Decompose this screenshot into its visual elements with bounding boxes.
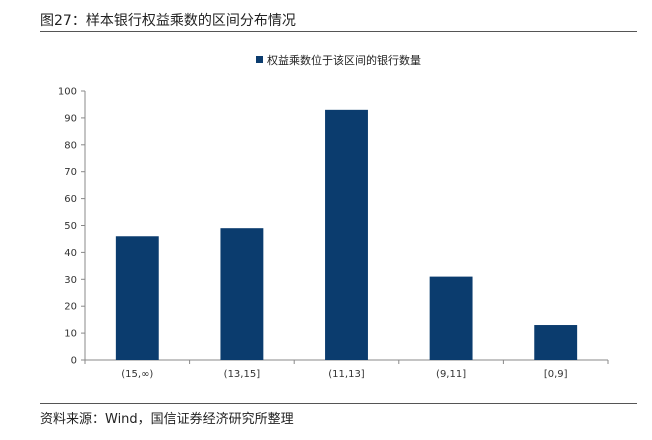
- y-tick-label: 50: [64, 221, 77, 232]
- bar-4: [534, 325, 578, 360]
- x-tick-label: (9,11]: [436, 369, 466, 380]
- y-tick-label: 30: [64, 275, 77, 286]
- top-rule: [40, 31, 637, 32]
- x-tick-label: (15,∞): [121, 369, 153, 380]
- bar-1: [220, 228, 264, 360]
- x-axis: (15,∞) (13,15] (11,13] (9,11] [0,9]: [84, 359, 609, 380]
- y-axis: 0 10 20 30 40 50 60 70 80 90 100: [58, 87, 86, 367]
- y-tick-label: 0: [71, 356, 77, 367]
- y-tick-label: 80: [64, 140, 77, 151]
- bar-3: [429, 276, 473, 360]
- bars: [115, 109, 578, 360]
- chart-legend: 权益乘数位于该区间的银行数量: [256, 53, 421, 67]
- x-tick-label: (13,15]: [224, 369, 261, 380]
- y-tick-label: 20: [64, 302, 77, 313]
- y-tick-label: 10: [64, 329, 77, 340]
- x-tick-label: [0,9]: [544, 369, 568, 380]
- bar-2: [325, 109, 368, 360]
- bottom-rule: [40, 403, 637, 404]
- legend-swatch: [256, 56, 263, 63]
- y-tick-label: 70: [64, 167, 77, 178]
- y-tick-label: 40: [64, 248, 77, 259]
- legend-label: 权益乘数位于该区间的银行数量: [267, 53, 421, 67]
- y-tick-label: 60: [64, 194, 77, 205]
- x-tick-label: (11,13]: [328, 369, 365, 380]
- y-tick-label: 90: [64, 113, 77, 124]
- bar-0: [115, 236, 159, 360]
- y-tick-label: 100: [58, 87, 77, 98]
- source-note: 资料来源：Wind，国信证券经济研究所整理: [40, 412, 294, 427]
- figure-title: 图27：样本银行权益乘数的区间分布情况: [40, 13, 296, 29]
